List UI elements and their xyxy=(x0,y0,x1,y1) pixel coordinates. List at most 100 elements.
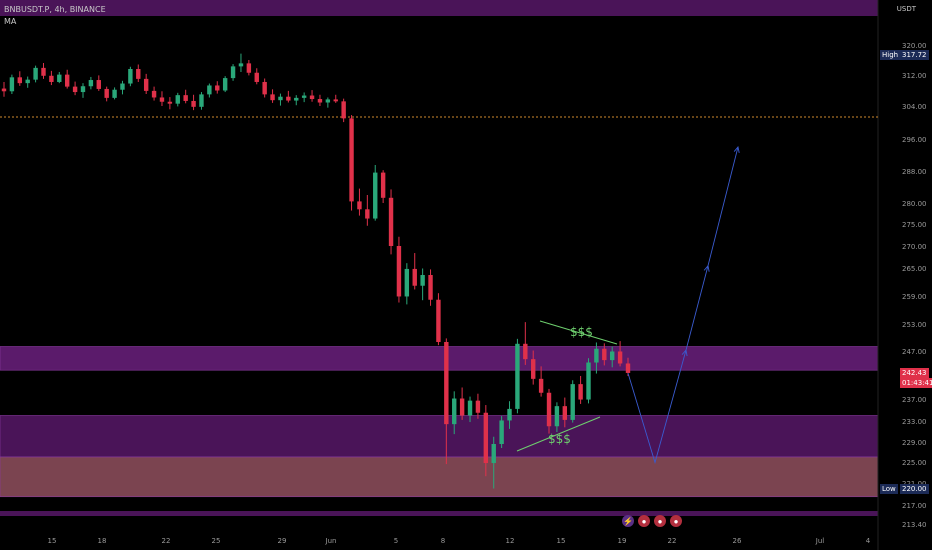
y-tick-label: 275.00 xyxy=(902,221,927,229)
candle-body xyxy=(175,95,180,104)
candle-body xyxy=(222,78,228,91)
lightning-icon[interactable]: ⚡ xyxy=(622,515,634,527)
candle-body xyxy=(554,406,560,427)
candle-body xyxy=(578,384,583,400)
candle-body xyxy=(546,392,552,427)
candle-body xyxy=(112,89,117,98)
candle-body xyxy=(625,363,631,373)
candle-body xyxy=(49,75,54,82)
x-tick-label: 12 xyxy=(506,537,515,545)
x-tick-label: 4 xyxy=(866,537,871,545)
candle-body xyxy=(278,96,283,101)
symbol-label[interactable]: BNBUSDT.P, 4h, BINANCE xyxy=(4,5,106,14)
candle-body xyxy=(602,348,607,361)
x-tick-label: Jul xyxy=(815,537,825,545)
candle-body xyxy=(80,86,86,93)
candle-body xyxy=(333,99,338,102)
bottom-band xyxy=(0,511,878,516)
liquidity-label-top: $$$ xyxy=(570,325,593,339)
candle-body xyxy=(262,81,267,95)
candle-body xyxy=(570,384,575,420)
zone-demand xyxy=(0,456,879,498)
candle-body xyxy=(531,359,536,379)
candle-body xyxy=(373,172,378,219)
candle-body xyxy=(617,351,623,364)
projection-arrowhead xyxy=(681,349,688,357)
x-tick-label: 18 xyxy=(98,537,107,545)
y-tick-label: 237.00 xyxy=(902,396,927,404)
candle-body xyxy=(388,197,394,246)
candle-body xyxy=(562,406,568,420)
y-tick-label: 270.00 xyxy=(902,243,927,251)
candle-body xyxy=(183,95,188,101)
y-tick-label: 304.00 xyxy=(902,103,927,111)
candle-body xyxy=(586,362,591,400)
candle-body xyxy=(507,408,512,421)
y-tick-label: 217.00 xyxy=(902,502,927,510)
x-tick-label: 8 xyxy=(441,537,445,545)
candle-body xyxy=(128,69,133,84)
y-tick-label: 320.00 xyxy=(902,42,927,50)
x-tick-label: 26 xyxy=(733,537,742,545)
x-tick-label: 5 xyxy=(394,537,398,545)
candle-body xyxy=(301,95,307,98)
lower-trendline xyxy=(516,416,601,452)
y-tick-label: 225.00 xyxy=(902,459,927,467)
candle-body xyxy=(41,67,46,76)
y-tick-label: 233.00 xyxy=(902,418,927,426)
y-tick-label: 253.00 xyxy=(902,321,927,329)
candle-body xyxy=(341,101,346,119)
y-tick-label: 280.00 xyxy=(902,200,927,208)
candle-body xyxy=(309,95,315,100)
candle-body xyxy=(294,97,299,101)
indicator-label[interactable]: MA xyxy=(4,17,17,26)
us-flag-icon[interactable]: ● xyxy=(654,515,666,527)
candle-body xyxy=(215,85,220,91)
candle-body xyxy=(444,342,449,425)
candle-body xyxy=(136,69,141,79)
last-price-badge: 242.43 xyxy=(900,368,929,378)
x-tick-label: 19 xyxy=(618,537,627,545)
y-tick-label: 229.00 xyxy=(902,439,927,447)
candle-body xyxy=(207,85,212,95)
high-tag: High xyxy=(880,50,901,60)
countdown-badge: 01:43:41 xyxy=(900,378,932,388)
candle-body xyxy=(404,268,410,297)
us-flag-icon[interactable]: ● xyxy=(638,515,650,527)
candle-body xyxy=(57,74,62,82)
candle-body xyxy=(270,94,275,101)
candle-body xyxy=(483,412,489,464)
candle-body xyxy=(436,299,441,342)
projection-arrowhead xyxy=(733,145,740,153)
x-tick-label: 29 xyxy=(278,537,287,545)
candle-body xyxy=(420,275,425,286)
candle-body xyxy=(357,201,362,210)
candle-body xyxy=(143,78,149,91)
candle-body xyxy=(499,420,504,444)
candle-body xyxy=(230,66,236,79)
candle-body xyxy=(412,268,417,286)
candle-body xyxy=(594,348,599,363)
upper-trendline xyxy=(539,320,618,345)
candle-body xyxy=(33,67,38,80)
candle-body xyxy=(491,444,496,464)
candle-body xyxy=(428,275,433,300)
candle-body xyxy=(191,100,196,107)
low-value: 220.00 xyxy=(900,484,929,494)
x-tick-label: 15 xyxy=(557,537,566,545)
x-tick-label: Jun xyxy=(325,537,337,545)
low-tag: Low xyxy=(880,484,898,494)
candle-body xyxy=(325,99,331,103)
candle-body xyxy=(199,94,204,107)
candle-body xyxy=(523,343,528,360)
candle-body xyxy=(88,80,94,87)
candle-body xyxy=(452,398,457,425)
candle-body xyxy=(254,72,259,82)
y-tick-label: 247.00 xyxy=(902,348,927,356)
y-tick-label: 213.40 xyxy=(902,521,927,529)
x-tick-label: 22 xyxy=(162,537,171,545)
us-flag-icon[interactable]: ● xyxy=(670,515,682,527)
high-value: 317.72 xyxy=(900,50,929,60)
